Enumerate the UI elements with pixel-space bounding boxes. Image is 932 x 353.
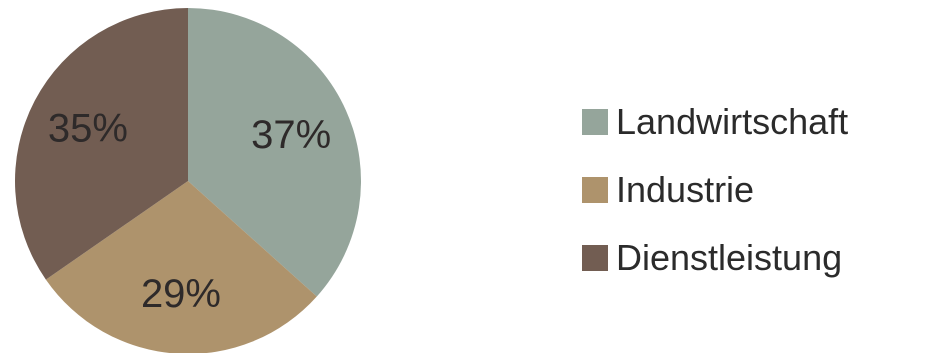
pie-slice-landwirtschaft	[188, 8, 361, 297]
legend-label: Dienstleistung	[616, 237, 843, 278]
data-label-landwirtschaft: 37%	[251, 113, 331, 157]
pie-slice-dienstleistung	[15, 8, 189, 280]
legend-item-dienstleistung: Dienstleistung	[582, 224, 848, 292]
legend-label: Industrie	[616, 169, 755, 210]
legend-swatch-landwirtschaft	[582, 109, 608, 135]
legend-swatch-industrie	[582, 177, 608, 203]
legend: Landwirtschaft Industrie Dienstleistung	[582, 88, 848, 292]
legend-item-industrie: Industrie	[582, 156, 848, 224]
legend-label: Landwirtschaft	[616, 101, 849, 142]
data-label-dienstleistung: 35%	[48, 107, 128, 151]
legend-swatch-dienstleistung	[582, 245, 608, 271]
data-label-industrie: 29%	[141, 272, 221, 316]
legend-item-landwirtschaft: Landwirtschaft	[582, 88, 848, 156]
pie-slice-industrie	[45, 181, 317, 353]
